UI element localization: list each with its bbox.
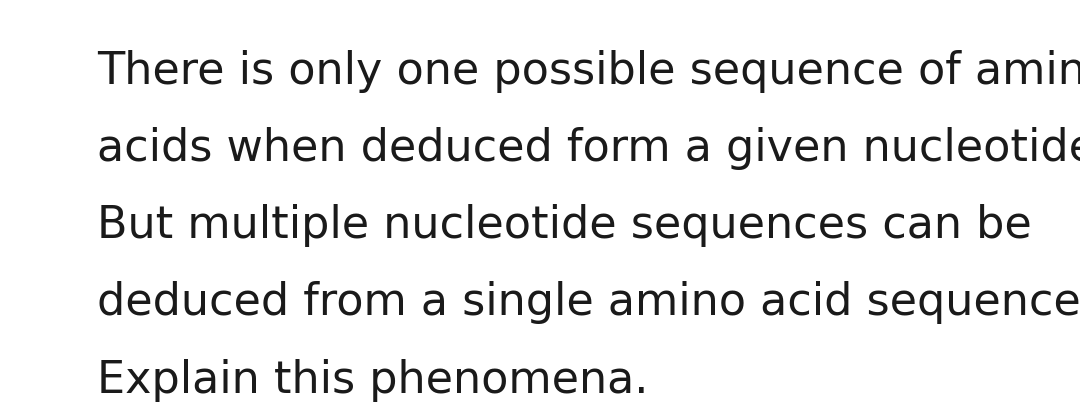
Text: acids when deduced form a given nucleotides.: acids when deduced form a given nucleoti… xyxy=(97,127,1080,170)
Text: But multiple nucleotide sequences can be: But multiple nucleotide sequences can be xyxy=(97,204,1032,247)
Text: There is only one possible sequence of amino: There is only one possible sequence of a… xyxy=(97,50,1080,93)
Text: Explain this phenomena.: Explain this phenomena. xyxy=(97,359,649,402)
Text: deduced from a single amino acid sequence.: deduced from a single amino acid sequenc… xyxy=(97,281,1080,324)
